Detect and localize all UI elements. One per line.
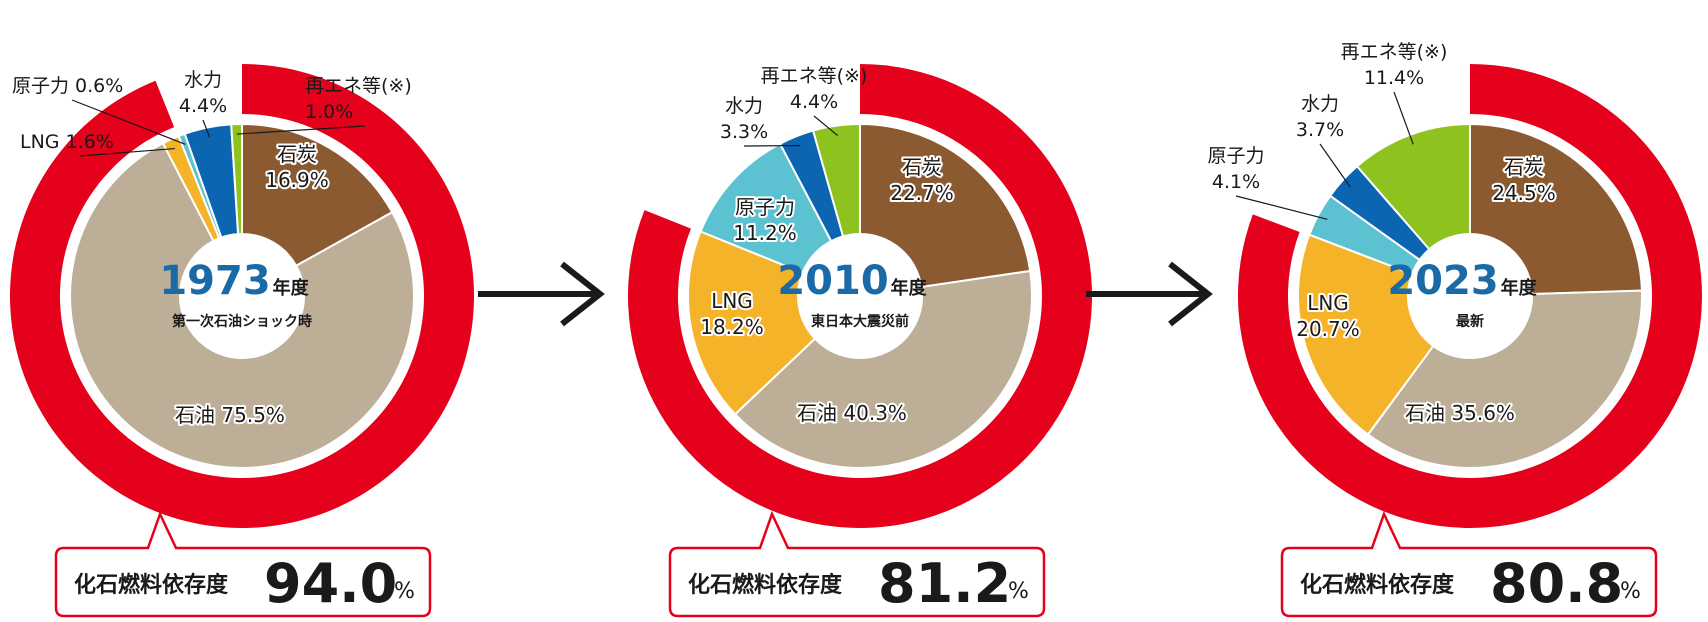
leader-line-原子力-1973 <box>71 99 186 145</box>
fossil-dependency-callout-2010 <box>668 510 1046 618</box>
fossil-dependency-unit-2010: % <box>1008 579 1029 604</box>
slice-label-再エネ等(※)-1973: 再エネ等(※) 1.0% <box>305 75 412 123</box>
slice-石油-1973 <box>69 141 415 469</box>
slice-再エネ等(※)-2023 <box>1355 122 1471 251</box>
fossil-dependency-value-2023: 80.8 <box>1490 552 1623 615</box>
center-subtitle-2010: 東日本大震災前 <box>811 313 909 330</box>
energy-mix-chart-2010: 石炭 22.7% 石油 40.3% LNG 18.2% 原子力 11.2% 水力 3.3%再エネ… <box>628 64 1092 618</box>
slice-石油-2010 <box>733 269 1033 469</box>
slice-石炭-2023 <box>1469 122 1643 296</box>
slice-label-石油-1973: 石油 75.5% <box>175 403 285 427</box>
center-year-1973: 1973 年度 <box>159 258 309 304</box>
leader-line-水力-2023 <box>1319 143 1351 188</box>
leader-line-水力-1973 <box>202 119 211 138</box>
slice-label-水力-1973: 水力 4.4% <box>179 69 227 117</box>
slice-label-石炭-2010: 石炭 22.7% <box>890 155 954 205</box>
fossil-dependency-callout-1973 <box>54 510 432 618</box>
slice-label-再エネ等(※)-2023: 再エネ等(※) 11.4% <box>1341 41 1448 89</box>
slice-label-原子力-2023: 原子力 4.1% <box>1207 145 1264 193</box>
center-subtitle-2023: 最新 <box>1456 313 1484 330</box>
transition-arrow-2 <box>1086 261 1213 327</box>
slice-label-LNG-2023: LNG 20.7% <box>1296 291 1360 341</box>
slice-label-石炭-1973: 石炭 16.9% <box>265 142 329 192</box>
fossil-dependency-unit-2023: % <box>1620 579 1641 604</box>
fossil-dependency-label-2023: 化石燃料依存度 <box>1300 572 1455 598</box>
leader-line-LNG-1973 <box>79 147 175 157</box>
leader-line-原子力-2023 <box>1235 195 1328 220</box>
leader-line-再エネ等(※)-2023 <box>1393 91 1414 145</box>
slice-label-石油-2023: 石油 35.6% <box>1405 401 1515 425</box>
slice-LNG-2010 <box>687 230 817 416</box>
center-year-2023: 2023 年度 <box>1387 258 1537 304</box>
slice-label-水力-2023: 水力 3.7% <box>1296 93 1344 141</box>
leader-line-再エネ等(※)-1973 <box>236 125 366 135</box>
energy-mix-chart-2023: 石炭 24.5% 石油 35.6% LNG 20.7% 原子力 4.1% 水力 3.7%再エネ等… <box>1207 41 1702 618</box>
transition-arrow-1 <box>478 261 605 327</box>
fossil-dependency-label-1973: 化石燃料依存度 <box>74 572 229 598</box>
fossil-dependency-label-2010: 化石燃料依存度 <box>688 572 843 598</box>
slice-石炭-1973 <box>241 122 394 268</box>
fossil-dependency-value-1973: 94.0 <box>264 552 397 615</box>
slice-label-原子力-2010: 原子力 11.2% <box>733 195 797 245</box>
energy-mix-chart-1973: 石炭 16.9% 石油 75.5% LNG 1.6% 原子力 0.6% 水力 4.4% 再エネ… <box>9 64 474 618</box>
fossil-dependency-unit-1973: % <box>394 579 415 604</box>
leader-line-再エネ等(※)-2010 <box>813 115 839 137</box>
center-subtitle-1973: 第一次石油ショック時 <box>172 313 312 330</box>
slice-label-原子力-1973: 原子力 0.6% <box>12 75 123 97</box>
slice-label-LNG-1973: LNG 1.6% <box>20 131 114 153</box>
slice-石炭-2010 <box>859 122 1032 289</box>
center-year-2010: 2010 年度 <box>777 258 927 304</box>
slice-label-水力-2010: 水力 3.3% <box>720 95 768 143</box>
slice-label-LNG-2010: LNG 18.2% <box>700 289 764 339</box>
slice-label-石油-2010: 石油 40.3% <box>797 401 907 425</box>
fossil-dependency-callout-2023 <box>1280 510 1658 618</box>
fossil-dependency-value-2010: 81.2 <box>878 552 1011 615</box>
slice-label-石炭-2023: 石炭 24.5% <box>1492 155 1556 205</box>
slice-label-再エネ等(※)-2010: 再エネ等(※) 4.4% <box>761 65 868 113</box>
slice-石油-2023 <box>1366 289 1643 469</box>
slice-再エネ等(※)-1973 <box>230 122 243 236</box>
slice-LNG-2023 <box>1297 233 1435 436</box>
